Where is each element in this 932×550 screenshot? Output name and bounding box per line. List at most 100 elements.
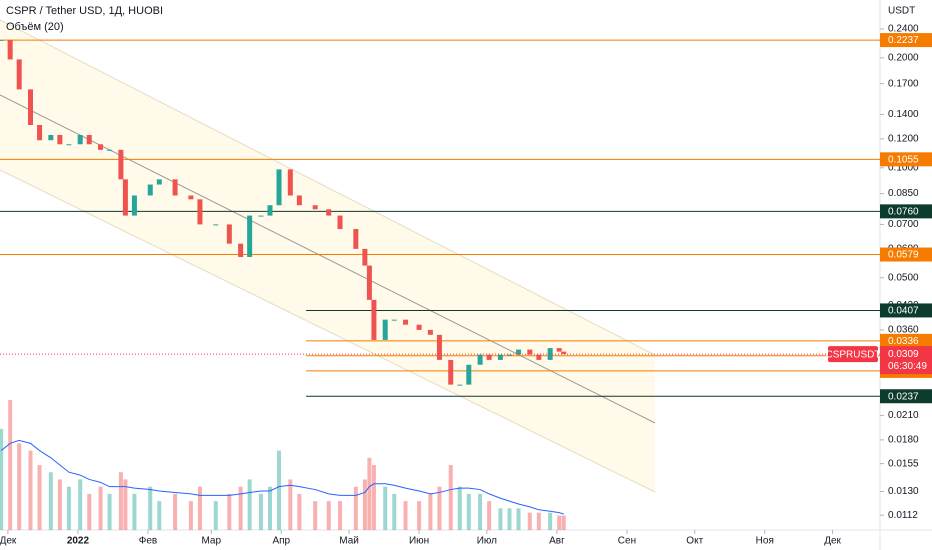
candle [337, 215, 343, 230]
volume-bar [48, 472, 53, 530]
volume-bar [353, 486, 358, 530]
candle [516, 349, 522, 355]
volume-bar [457, 486, 462, 530]
candle [98, 144, 104, 150]
x-tick-label: 2022 [67, 536, 90, 547]
level-tag [880, 303, 932, 318]
candle [77, 134, 83, 145]
symbol-tag-label: CSPRUSDT [825, 349, 880, 360]
volume-bar [371, 465, 376, 530]
level-tag [880, 389, 932, 404]
countdown: 06:30:49 [888, 361, 927, 372]
candle [436, 334, 442, 360]
candle [362, 248, 368, 266]
candle [66, 144, 72, 146]
volume-bar [338, 501, 343, 530]
volume-bar [326, 501, 331, 530]
volume-ma [0, 439, 564, 515]
volume-bar [417, 501, 422, 530]
channel-upper [0, 19, 656, 356]
volume-bar [527, 512, 532, 530]
volume-bar [238, 486, 243, 530]
indicator-label: Объём (20) [6, 21, 64, 33]
candle [457, 384, 463, 386]
volume-bar [428, 493, 433, 530]
x-tick-label: Сен [618, 536, 636, 547]
volume-bar [227, 493, 232, 530]
level-tag-label: 0.0579 [888, 250, 919, 261]
volume-bar [98, 486, 103, 530]
x-tick-label: Апр [272, 536, 290, 547]
x-tick-label: Мар [201, 536, 221, 547]
volume-bar [66, 486, 71, 530]
price-tag [880, 346, 932, 375]
volume-bar [188, 501, 193, 530]
candle [547, 348, 553, 360]
level-tag [880, 247, 932, 262]
volume-bar [37, 465, 42, 530]
volume-bar [267, 486, 272, 530]
volume-bar [118, 472, 123, 530]
candle [188, 195, 194, 200]
candle [486, 354, 492, 360]
volume-bar [561, 515, 566, 530]
volume-bar [17, 443, 22, 530]
volume-bar [28, 450, 33, 530]
candle [213, 224, 219, 226]
y-tick-label: 0.2000 [888, 52, 919, 63]
y-tick-label: 0.0700 [888, 219, 919, 230]
candle [326, 209, 332, 216]
candle [353, 229, 359, 249]
candle [122, 179, 128, 216]
candle [497, 354, 503, 360]
y-tick-label: 0.0360 [888, 325, 919, 336]
candle [371, 299, 377, 340]
x-tick-label: Май [339, 536, 359, 547]
channel-lower [0, 169, 656, 493]
volume-bar [157, 501, 162, 530]
y-tick-label: 0.0850 [888, 188, 919, 199]
volume-bar [8, 400, 13, 530]
candle [296, 195, 302, 206]
x-tick-label: Окт [686, 536, 703, 547]
volume-bar [487, 501, 492, 530]
symbol-tag [828, 346, 878, 363]
candle [107, 149, 113, 151]
level-tag-label: 0.0760 [888, 207, 919, 218]
volume-bar [277, 450, 282, 530]
candle [156, 179, 162, 185]
volume-bar [57, 479, 62, 530]
volume-bar [297, 493, 302, 530]
volume-bar [313, 501, 318, 530]
candle [238, 243, 244, 258]
volume-bar [548, 512, 553, 530]
candle [247, 215, 253, 258]
candle [86, 134, 92, 145]
y-tick-label: 0.2400 [888, 24, 919, 35]
candle [366, 265, 372, 300]
volume-bar [448, 465, 453, 530]
candle [57, 134, 63, 145]
volume-bar [87, 493, 92, 530]
candle [258, 215, 264, 217]
volume-bar [392, 493, 397, 530]
candle [226, 224, 232, 244]
axis-unit: USDT [888, 6, 915, 17]
candle [7, 39, 13, 60]
volume-bar [107, 493, 112, 530]
level-tag-label: 0.0336 [888, 336, 919, 347]
y-tick-label: 0.0210 [888, 410, 919, 421]
x-tick-label: Июл [477, 536, 497, 547]
volume-bar [78, 479, 83, 530]
candle [506, 354, 512, 356]
y-tick-label: 0.0112 [888, 510, 918, 521]
level-tag-label: 0.0407 [888, 306, 919, 317]
candle [391, 319, 397, 321]
x-tick-label: Дек [0, 536, 17, 547]
candle [556, 348, 562, 352]
volume-bar [498, 508, 503, 530]
volume-bar [478, 493, 483, 530]
volume-bar [173, 493, 178, 530]
y-tick-label: 0.0155 [888, 458, 919, 469]
